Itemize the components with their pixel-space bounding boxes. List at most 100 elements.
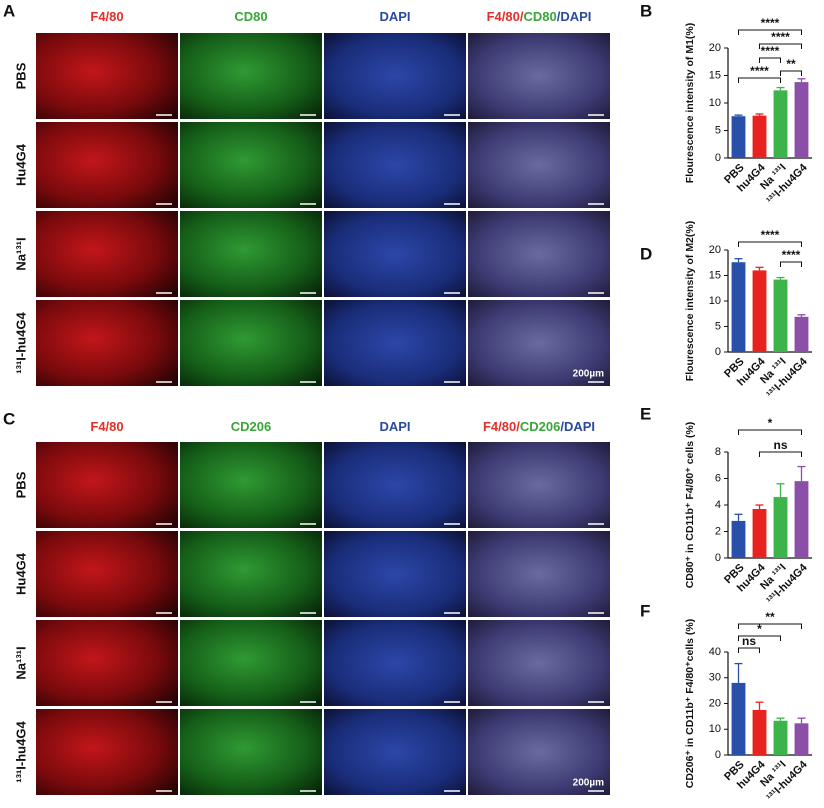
y-tick-label: 15 (709, 69, 721, 81)
y-tick-label: 0 (715, 552, 721, 564)
micrograph (468, 709, 610, 795)
row-label: Na¹³¹I (13, 237, 28, 270)
scale-bar-label: 200µm (573, 369, 604, 380)
y-tick-label: 20 (709, 244, 721, 256)
row-label: Hu4G4 (13, 552, 28, 595)
column-header-part: /DAPI (560, 419, 595, 434)
micrograph (180, 442, 322, 528)
y-tick-label: 6 (715, 472, 721, 484)
column-header-part: /DAPI (557, 9, 592, 24)
significance-label: **** (761, 16, 780, 30)
micrograph (324, 709, 466, 795)
significance-bracket (738, 29, 802, 35)
micrograph (36, 122, 178, 208)
micrograph (468, 300, 610, 386)
column-header-part: / (516, 419, 520, 434)
y-tick-label: 5 (715, 320, 721, 332)
micrograph (180, 33, 322, 119)
column-header-part: CD206 (520, 419, 560, 434)
column-header-part: F4/80 (90, 419, 123, 434)
micrograph (180, 211, 322, 297)
bar (731, 262, 746, 352)
significance-bracket (759, 57, 781, 63)
micrograph (36, 709, 178, 795)
micrograph (36, 442, 178, 528)
micrograph (468, 33, 610, 119)
panel-letter: C (3, 409, 15, 428)
significance-label: ** (765, 610, 775, 624)
y-axis-label: CD206⁺ in CD11b⁺ F4/80⁺cells (%) (684, 619, 696, 789)
y-tick-label: 4 (715, 499, 721, 511)
significance-bracket (738, 429, 802, 435)
row-label: Na¹³¹I (13, 646, 28, 679)
micrograph (36, 33, 178, 119)
y-tick-label: 10 (709, 97, 721, 109)
significance-label: * (757, 622, 762, 636)
column-header-part: DAPI (379, 419, 410, 434)
bar (773, 90, 788, 158)
column-header-part: DAPI (379, 9, 410, 24)
column-header-part: F4/80 (487, 9, 520, 24)
bar (752, 115, 767, 158)
significance-bracket (738, 241, 802, 247)
y-tick-label: 30 (709, 672, 721, 684)
panel-letter: D (640, 244, 652, 263)
bar (752, 709, 767, 755)
row-label: PBS (13, 471, 28, 498)
column-header: F4/80/CD80/DAPI (487, 9, 592, 24)
column-header-part: F4/80 (90, 9, 123, 24)
significance-label: **** (761, 44, 780, 58)
panel-letter: A (3, 1, 15, 20)
y-tick-label: 10 (709, 295, 721, 307)
micrograph (468, 211, 610, 297)
column-header: DAPI (379, 419, 410, 434)
significance-bracket (738, 635, 781, 641)
significance-bracket (759, 451, 802, 457)
micrograph (468, 620, 610, 706)
significance-label: **** (771, 30, 790, 44)
micrograph (180, 122, 322, 208)
y-tick-label: 0 (715, 346, 721, 358)
significance-bracket (738, 77, 781, 83)
significance-label: ns (742, 634, 756, 648)
column-header: F4/80 (90, 419, 123, 434)
bar (773, 497, 788, 558)
y-tick-label: 20 (709, 42, 721, 54)
row-label: PBS (13, 62, 28, 89)
bar (794, 316, 809, 352)
panel-letter: B (640, 1, 652, 20)
micrograph (324, 442, 466, 528)
panel-letter: F (640, 601, 650, 620)
bar (752, 270, 767, 352)
significance-bracket (780, 70, 802, 76)
column-header-part: F4/80 (483, 419, 516, 434)
significance-label: ** (786, 57, 796, 71)
column-header-part: CD80 (234, 9, 267, 24)
micrograph (468, 122, 610, 208)
micrograph (180, 709, 322, 795)
y-tick-label: 0 (715, 152, 721, 164)
micrograph (180, 300, 322, 386)
row-label: ¹³¹I-hu4G4 (13, 721, 28, 783)
column-header: F4/80/CD206/DAPI (483, 419, 595, 434)
y-tick-label: 15 (709, 269, 721, 281)
micrograph (180, 620, 322, 706)
scale-bar-label: 200µm (573, 778, 604, 789)
micrograph (324, 122, 466, 208)
micrograph (36, 620, 178, 706)
significance-label: * (768, 416, 773, 430)
micrograph (324, 531, 466, 617)
micrograph (324, 211, 466, 297)
column-header: CD80 (234, 9, 267, 24)
y-tick-label: 8 (715, 446, 721, 458)
y-tick-label: 5 (715, 124, 721, 136)
significance-bracket (738, 647, 760, 653)
significance-bracket (780, 261, 802, 267)
micrograph (36, 300, 178, 386)
bar (794, 82, 809, 158)
y-axis-label: Flourescence intensity of M1(%) (684, 23, 696, 183)
column-header: F4/80 (90, 9, 123, 24)
micrograph (324, 300, 466, 386)
